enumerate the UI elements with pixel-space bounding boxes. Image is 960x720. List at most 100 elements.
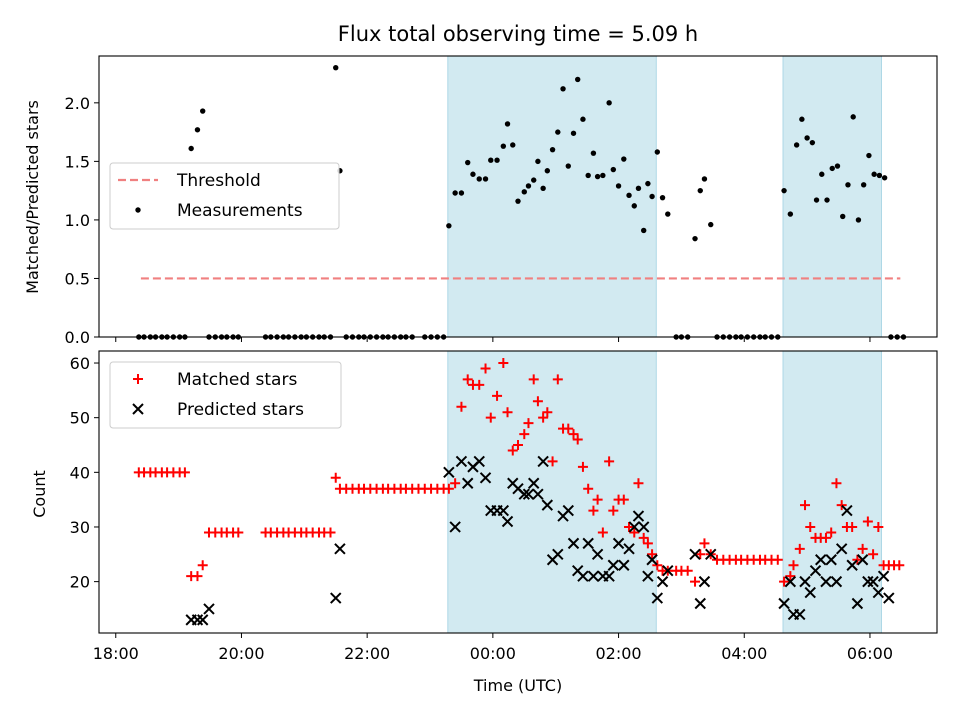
matched-star-point	[547, 456, 558, 467]
predicted-star-point	[628, 521, 640, 533]
measurement-point	[781, 187, 787, 194]
matched-star-point	[618, 494, 629, 505]
top-y-tick-label: 1.0	[65, 211, 90, 230]
bottom-x-tick-label: 20:00	[218, 644, 264, 663]
predicted-star-point	[449, 521, 461, 533]
legend-predicted-swatch	[132, 403, 144, 415]
matched-star-point	[456, 401, 467, 412]
matched-star-point	[568, 429, 579, 440]
measurement-point	[860, 182, 867, 188]
bottom-plot-area: 20 30 40 50 60 18:00 20:00 22:00 00:00 02:00 04:00…	[70, 350, 938, 663]
predicted-star-point	[603, 570, 615, 582]
measurement-point	[549, 146, 556, 153]
matched-star-point	[857, 543, 868, 554]
matched-star-point	[528, 374, 539, 385]
measurement-point	[470, 171, 476, 177]
bottom-y-tick-label: 60	[70, 354, 90, 373]
measurement-point	[580, 116, 586, 122]
matched-star-point	[690, 576, 701, 587]
bottom-y-tick-label: 30	[70, 518, 90, 537]
predicted-star-point	[537, 455, 549, 468]
matched-star-point	[542, 407, 553, 418]
predicted-star-point	[587, 570, 600, 582]
predicted-star-point	[851, 597, 864, 610]
measurement-point	[621, 156, 627, 162]
measurement-point	[540, 185, 546, 192]
predicted-star-point	[794, 608, 806, 621]
measurement-point	[500, 143, 507, 149]
predicted-star-point	[191, 614, 204, 626]
measurement-point	[446, 223, 452, 229]
measurement-point	[194, 127, 201, 133]
measurement-point	[510, 142, 516, 148]
measurement-point	[488, 157, 494, 163]
measurement-point	[458, 190, 465, 196]
predicted-star-point	[656, 575, 669, 588]
measurement-point	[521, 189, 527, 195]
predicted-star-point	[618, 559, 630, 571]
legend-label: Predicted stars	[177, 400, 304, 420]
predicted-star-point	[334, 543, 346, 555]
matched-star-point	[519, 429, 530, 440]
predicted-star-point	[567, 537, 580, 550]
measurement-point	[333, 65, 339, 71]
matched-star-point	[847, 521, 858, 532]
measurement-point	[594, 173, 601, 180]
measurement-point	[200, 108, 206, 114]
top-shaded-span-2	[782, 55, 882, 338]
predicted-star-point	[632, 510, 645, 522]
matched-star-point	[485, 412, 496, 423]
measurement-point	[834, 163, 841, 169]
bottom-x-tick-label: 02:00	[596, 644, 642, 663]
top-plot-frame	[98, 55, 938, 338]
matched-star-point	[638, 532, 649, 543]
legend-label: Measurements	[177, 201, 303, 221]
matched-star-point	[325, 527, 336, 538]
matched-star-point	[800, 500, 811, 511]
measurement-point	[804, 135, 810, 141]
matched-star-point	[788, 560, 799, 571]
measurement-point	[525, 183, 532, 189]
predicted-star-point	[705, 548, 717, 561]
measurement-point	[665, 211, 671, 217]
measurement-point	[701, 176, 708, 182]
matched-star-point	[652, 560, 663, 571]
matched-star-point	[785, 571, 796, 582]
matched-star-point	[852, 554, 863, 565]
top-legend: Threshold Measurements	[109, 162, 340, 230]
measurement-point	[570, 130, 577, 136]
measurement-point	[840, 213, 846, 220]
predicted-star-point	[689, 548, 701, 561]
matched-star-point	[450, 478, 461, 489]
matched-star-point	[772, 554, 783, 565]
legend-label: Matched stars	[177, 370, 297, 390]
matched-star-point	[480, 363, 491, 374]
matched-star-point	[563, 423, 574, 434]
measurement-point	[692, 235, 698, 242]
matched-star-point	[862, 516, 873, 527]
matched-star-point	[588, 505, 599, 516]
predicted-star-point	[501, 515, 514, 528]
bottom-shaded-span-2	[782, 350, 882, 634]
measurement-point	[799, 116, 805, 122]
measurement-point	[188, 145, 194, 152]
matched-star-point	[779, 576, 790, 587]
matched-star-point	[826, 527, 837, 538]
matched-star-point	[836, 500, 847, 511]
matched-star-point	[523, 418, 534, 429]
predicted-star-point	[662, 564, 674, 577]
measurement-point	[590, 150, 597, 156]
measurement-point	[615, 183, 622, 189]
chart-title: Flux total observing time = 5.09 h	[338, 22, 698, 46]
matched-star-point	[330, 472, 341, 483]
predicted-star-point	[809, 564, 822, 577]
matched-star-point	[624, 521, 635, 532]
measurement-point	[504, 121, 511, 127]
top-plot-area: 0.0 0.5 1.0 1.5 2.0 Threshold Measurements	[65, 55, 938, 347]
matched-star-point	[805, 521, 816, 532]
measurement-point	[809, 139, 816, 146]
measurement-point	[465, 159, 471, 166]
measurement-point	[544, 168, 551, 174]
predicted-star-point	[815, 554, 827, 566]
measurement-point	[610, 166, 617, 173]
